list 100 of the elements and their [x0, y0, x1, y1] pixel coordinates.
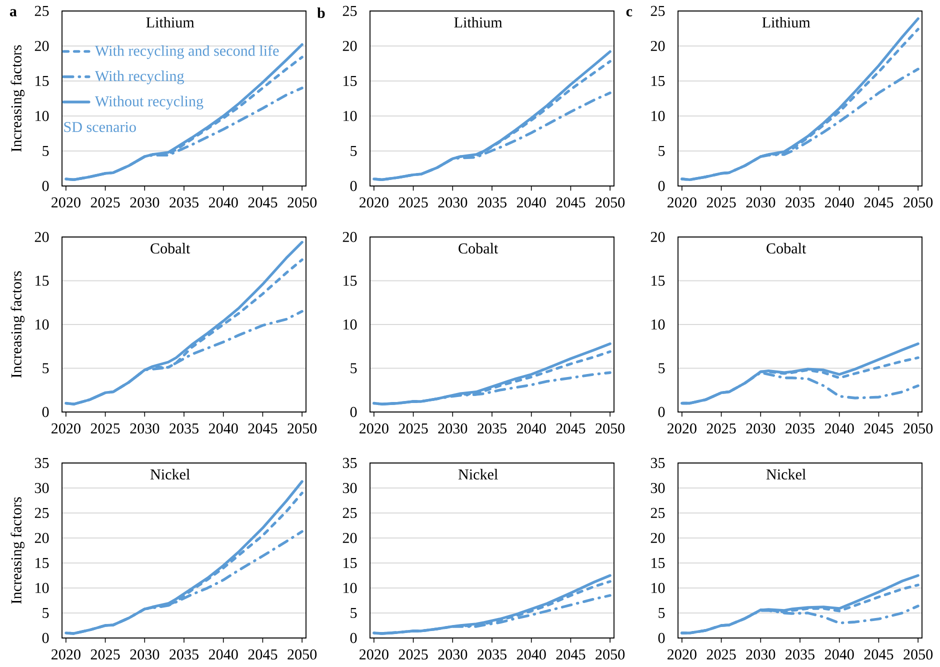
y-tick-label: 25 [342, 508, 357, 518]
x-tick-label: 2045 [556, 649, 586, 660]
x-tick-label: 2035 [786, 649, 814, 660]
x-tick-label: 2030 [130, 649, 160, 660]
chart-title: Lithium [762, 16, 810, 28]
y-tick-label: 5 [350, 146, 357, 156]
x-tick-label: 2030 [746, 197, 776, 208]
x-tick-label: 2025 [398, 197, 428, 208]
x-tick-label: 2045 [864, 423, 894, 434]
y-tick-label: 15 [344, 76, 357, 86]
x-tick-label: 2020 [52, 197, 80, 208]
y-tick-label: 30 [34, 482, 49, 494]
y-tick-label: 25 [650, 6, 665, 16]
x-tick-label: 2045 [248, 197, 278, 208]
y-tick-label: 15 [344, 276, 357, 286]
x-tick-label: 2030 [438, 649, 468, 660]
chart-title: Cobalt [150, 242, 190, 254]
y-tick-label: 35 [34, 458, 49, 468]
y-tick-label: 20 [34, 532, 49, 544]
x-tick-label: 2020 [668, 197, 696, 208]
y-tick-label: 20 [342, 40, 357, 52]
x-tick-label: 2030 [438, 423, 468, 434]
y-tick-label: 5 [350, 363, 357, 374]
x-tick-label: 2035 [478, 649, 506, 660]
y-tick-label: 15 [652, 276, 665, 286]
y-axis-title: Increasing factors [10, 271, 25, 378]
annotation: SD scenario [64, 122, 136, 132]
x-tick-label: 2020 [360, 423, 388, 434]
x-tick-label: 2050 [904, 197, 933, 208]
y-tick-label: 10 [36, 582, 49, 594]
x-tick-label: 2040 [516, 423, 546, 434]
x-tick-label: 2040 [516, 197, 546, 208]
x-tick-label: 2025 [90, 649, 120, 660]
y-tick-label: 5 [658, 146, 665, 156]
y-tick-label: 5 [350, 608, 357, 618]
x-tick-label: 2020 [52, 649, 80, 660]
y-tick-label: 10 [36, 110, 49, 122]
legend-label: Without recycling [94, 96, 204, 110]
x-tick-label: 2030 [130, 197, 160, 208]
x-tick-label: 2030 [746, 423, 776, 434]
y-tick-label: 0 [658, 406, 665, 418]
y-tick-label: 25 [34, 6, 49, 16]
y-tick-label: 15 [344, 558, 357, 568]
y-tick-label: 15 [36, 76, 49, 86]
y-tick-label: 0 [42, 180, 49, 192]
x-tick-label: 2030 [438, 197, 468, 208]
chart-title: Cobalt [766, 242, 806, 254]
chart-title: Lithium [454, 16, 502, 28]
y-tick-label: 0 [350, 632, 357, 644]
x-tick-label: 2025 [398, 423, 428, 434]
x-tick-label: 2025 [706, 197, 736, 208]
y-tick-label: 10 [344, 319, 357, 330]
y-tick-label: 10 [344, 582, 357, 594]
y-tick-label: 5 [658, 363, 665, 374]
y-tick-label: 0 [350, 406, 357, 418]
x-tick-label: 2035 [478, 423, 506, 434]
y-tick-label: 10 [36, 319, 49, 330]
x-tick-label: 2025 [90, 423, 120, 434]
chart-title: Nickel [458, 468, 498, 480]
y-tick-label: 10 [652, 319, 665, 330]
x-tick-label: 2030 [130, 423, 160, 434]
y-tick-label: 15 [652, 76, 665, 86]
x-tick-label: 2045 [556, 423, 586, 434]
y-tick-label: 15 [36, 558, 49, 568]
text: c [626, 9, 632, 16]
y-tick-label: 20 [650, 532, 665, 544]
x-tick-label: 2040 [516, 649, 546, 660]
y-tick-label: 5 [42, 363, 49, 374]
y-tick-label: 0 [42, 632, 49, 644]
y-tick-label: 5 [658, 608, 665, 618]
x-tick-label: 2025 [90, 197, 120, 208]
x-tick-label: 2045 [556, 197, 586, 208]
x-tick-label: 2040 [208, 423, 238, 434]
y-tick-label: 5 [42, 146, 49, 156]
x-tick-label: 2050 [288, 197, 317, 208]
y-tick-label: 20 [650, 232, 665, 242]
x-tick-label: 2050 [904, 423, 933, 434]
y-tick-label: 20 [342, 232, 357, 242]
y-tick-label: 20 [342, 532, 357, 544]
x-tick-label: 2035 [786, 423, 814, 434]
y-tick-label: 25 [342, 6, 357, 16]
x-tick-label: 2035 [170, 197, 198, 208]
y-tick-label: 20 [34, 232, 49, 242]
x-tick-label: 2020 [52, 423, 80, 434]
x-tick-label: 2020 [360, 197, 388, 208]
x-tick-label: 2040 [208, 649, 238, 660]
y-tick-label: 0 [658, 632, 665, 644]
y-tick-label: 30 [342, 482, 357, 494]
x-tick-label: 2045 [864, 197, 894, 208]
legend-label: With recycling [94, 70, 184, 84]
x-tick-label: 2040 [208, 197, 238, 208]
x-tick-label: 2040 [824, 649, 854, 660]
y-tick-label: 10 [652, 110, 665, 122]
x-tick-label: 2050 [596, 197, 625, 208]
x-tick-label: 2030 [746, 649, 776, 660]
x-tick-label: 2020 [668, 649, 696, 660]
y-tick-label: 0 [658, 180, 665, 192]
y-tick-label: 35 [342, 458, 357, 468]
chart-title: Lithium [146, 16, 194, 28]
chart-title: Nickel [766, 468, 806, 480]
